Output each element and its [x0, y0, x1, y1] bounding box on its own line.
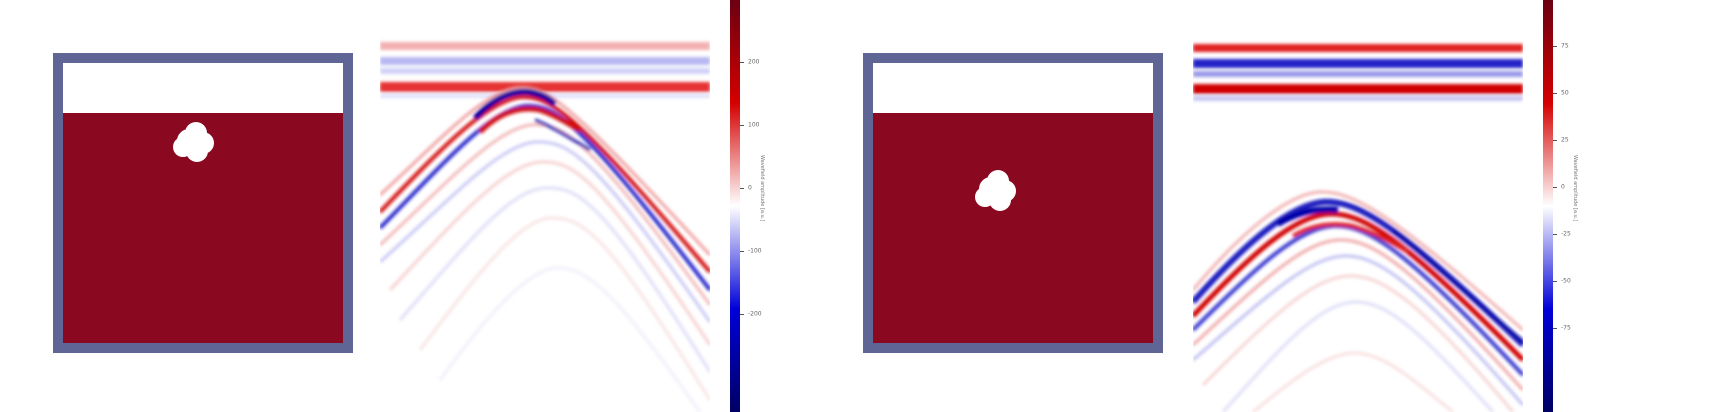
right-panel: 75 50 25 0 -25 -50 -75 Wavefield amplitu…: [860, 0, 1720, 412]
right-tick-mark: [1553, 328, 1557, 329]
left-tick-mark: [740, 251, 744, 252]
right-tick-mark: [1553, 140, 1557, 141]
right-model-domain: [863, 53, 1163, 353]
right-tick-label: -50: [1561, 277, 1571, 285]
left-tick-label: 0: [748, 184, 752, 192]
left-tick-mark: [740, 62, 744, 63]
left-tick-mark: [740, 314, 744, 315]
right-direct-wave-bands: [1193, 44, 1523, 101]
left-tick-mark: [740, 125, 744, 126]
left-colorbar-ticks: 200 100 0 -100 -200: [740, 0, 780, 412]
left-diffraction-hyperbola: [380, 86, 710, 412]
right-cavity-svg: [975, 170, 1016, 211]
left-tick-label: -100: [748, 247, 762, 255]
left-tick-label: 200: [748, 58, 760, 66]
right-tick-label: 75: [1561, 42, 1569, 50]
right-tick-mark: [1553, 187, 1557, 188]
left-model-domain: [53, 53, 353, 353]
left-cavity-svg: [173, 122, 214, 162]
right-tick-mark: [1553, 234, 1557, 235]
right-tick-mark: [1553, 93, 1557, 94]
left-seismogram: [380, 0, 710, 412]
right-colorbar: [1543, 0, 1553, 412]
right-diffraction-hyperbola: [1193, 190, 1523, 412]
right-cavity-blob: [975, 170, 1016, 211]
right-tick-mark: [1553, 281, 1557, 282]
left-tick-label: 100: [748, 121, 760, 129]
right-fluid-region: [873, 113, 1153, 343]
right-tick-label: 50: [1561, 89, 1569, 97]
right-tick-mark: [1553, 46, 1557, 47]
right-colorbar-label: Wavefield amplitude [a.u.]: [1572, 155, 1578, 222]
left-colorbar: [730, 0, 740, 412]
right-seismogram: [1193, 0, 1523, 412]
right-tick-label: -25: [1561, 230, 1571, 238]
right-tick-label: -75: [1561, 324, 1571, 332]
left-tick-label: -200: [748, 310, 762, 318]
left-tick-mark: [740, 188, 744, 189]
left-panel: 200 100 0 -100 -200 Wavefield amplitude …: [53, 0, 780, 412]
right-colorbar-ticks: 75 50 25 0 -25 -50 -75: [1553, 0, 1593, 412]
right-tick-label: 0: [1561, 183, 1565, 191]
left-colorbar-label: Wavefield amplitude [a.u.]: [759, 155, 765, 222]
left-cavity-blob: [173, 122, 214, 162]
right-tick-label: 25: [1561, 136, 1569, 144]
